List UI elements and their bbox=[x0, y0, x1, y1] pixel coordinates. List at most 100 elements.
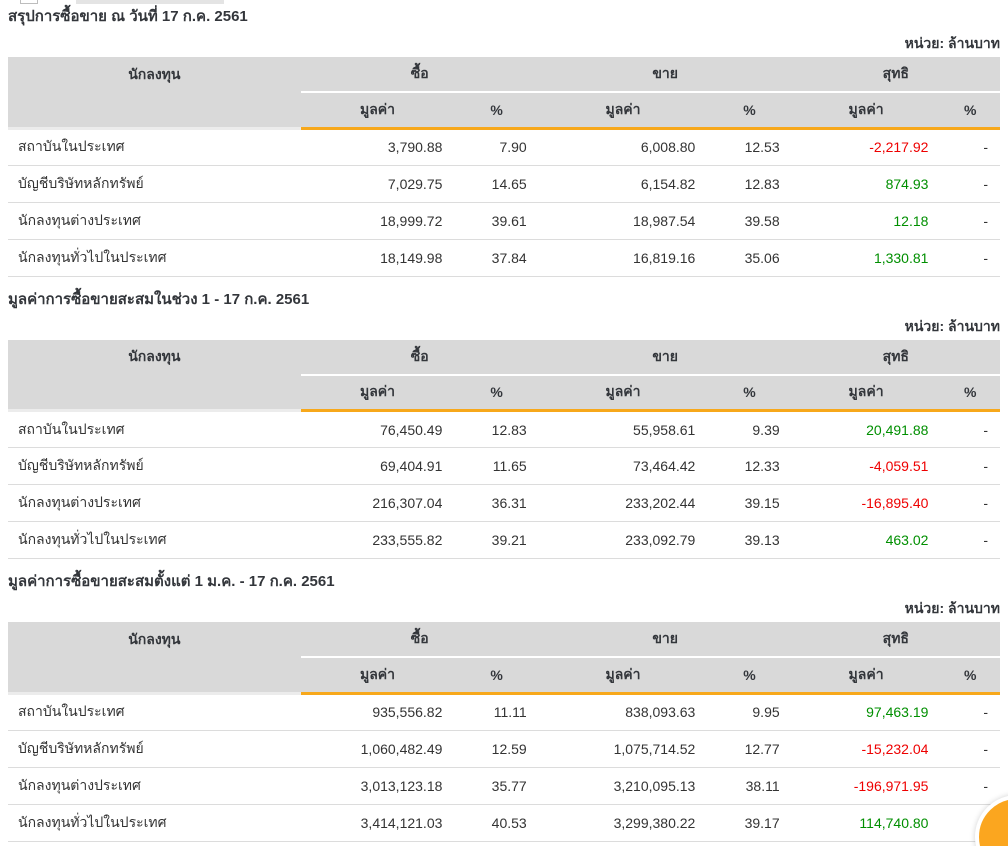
investor-name: นักลงทุนทั่วไปในประเทศ bbox=[8, 521, 301, 559]
buy-value: 3,013,123.18 bbox=[300, 767, 455, 805]
col-header-blank bbox=[8, 92, 301, 130]
col-header-sell: ขาย bbox=[538, 339, 792, 375]
buy-percent: 39.61 bbox=[454, 202, 539, 240]
col-header-net-value: มูลค่า bbox=[791, 656, 941, 695]
net-percent: - bbox=[940, 410, 1000, 448]
buy-percent: 7.90 bbox=[454, 128, 539, 166]
header-group-row: นักลงทุน ซื้อ ขาย สุทธิ bbox=[8, 622, 1000, 657]
buy-value: 216,307.04 bbox=[300, 484, 455, 522]
investor-name: บัญชีบริษัทหลักทรัพย์ bbox=[8, 730, 301, 768]
buy-percent: 37.84 bbox=[454, 239, 539, 277]
buy-percent: 12.83 bbox=[454, 410, 539, 448]
table-row: นักลงทุนต่างประเทศ 3,013,123.18 35.77 3,… bbox=[8, 767, 1000, 805]
sell-value: 73,464.42 bbox=[538, 447, 708, 485]
net-percent: - bbox=[940, 730, 1000, 768]
sell-value: 838,093.63 bbox=[538, 693, 708, 731]
buy-value: 7,029.75 bbox=[300, 165, 455, 203]
daily-summary-table: นักลงทุน ซื้อ ขาย สุทธิ มูลค่า % มูลค่า … bbox=[8, 57, 1000, 277]
sell-percent: 39.17 bbox=[707, 804, 792, 842]
table-row: นักลงทุนทั่วไปในประเทศ 3,414,121.03 40.5… bbox=[8, 804, 1000, 842]
table-row: บัญชีบริษัทหลักทรัพย์ 1,060,482.49 12.59… bbox=[8, 730, 1000, 768]
col-header-net-percent: % bbox=[940, 91, 1000, 130]
year-to-date-section: มูลค่าการซื้อขายสะสมตั้งแต่ 1 ม.ค. - 17 … bbox=[8, 559, 1000, 842]
col-header-net-percent: % bbox=[940, 373, 1000, 412]
tab-remnant bbox=[76, 0, 224, 4]
col-header-net-value: มูลค่า bbox=[791, 91, 941, 130]
col-header-investor: นักลงทุน bbox=[8, 57, 301, 92]
col-header-sell-percent: % bbox=[707, 91, 792, 130]
buy-value: 3,414,121.03 bbox=[300, 804, 455, 842]
col-header-investor: นักลงทุน bbox=[8, 339, 301, 375]
col-header-net: สุทธิ bbox=[791, 339, 1000, 375]
section-title: มูลค่าการซื้อขายสะสมตั้งแต่ 1 ม.ค. - 17 … bbox=[8, 573, 335, 590]
net-value: 114,740.80 bbox=[791, 804, 941, 842]
net-value: -16,895.40 bbox=[791, 484, 941, 522]
buy-percent: 14.65 bbox=[454, 165, 539, 203]
buy-percent: 12.59 bbox=[454, 730, 539, 768]
net-percent: - bbox=[940, 128, 1000, 166]
net-percent: - bbox=[940, 239, 1000, 277]
col-header-buy-percent: % bbox=[454, 656, 539, 695]
col-header-sell-value: มูลค่า bbox=[538, 91, 708, 130]
unit-label: หน่วย: ล้านบาท bbox=[904, 317, 1000, 334]
header-sub-row: มูลค่า % มูลค่า % มูลค่า % bbox=[8, 373, 1000, 412]
table-row: สถาบันในประเทศ 935,556.82 11.11 838,093.… bbox=[8, 693, 1000, 731]
net-percent: - bbox=[940, 767, 1000, 805]
net-percent: - bbox=[940, 521, 1000, 559]
sell-percent: 39.13 bbox=[707, 521, 792, 559]
buy-percent: 40.53 bbox=[454, 804, 539, 842]
tab-remnant bbox=[20, 0, 38, 4]
net-value: 12.18 bbox=[791, 202, 941, 240]
table-row: นักลงทุนทั่วไปในประเทศ 18,149.98 37.84 1… bbox=[8, 239, 1000, 277]
net-percent: - bbox=[940, 202, 1000, 240]
investor-name: สถาบันในประเทศ bbox=[8, 128, 301, 166]
table-row: นักลงทุนต่างประเทศ 18,999.72 39.61 18,98… bbox=[8, 202, 1000, 240]
buy-value: 233,555.82 bbox=[300, 521, 455, 559]
header-sub-row: มูลค่า % มูลค่า % มูลค่า % bbox=[8, 91, 1000, 130]
table-row: สถาบันในประเทศ 76,450.49 12.83 55,958.61… bbox=[8, 410, 1000, 448]
net-percent: - bbox=[940, 165, 1000, 203]
buy-percent: 11.11 bbox=[454, 693, 539, 731]
col-header-sell-value: มูลค่า bbox=[538, 373, 708, 412]
investor-name: นักลงทุนทั่วไปในประเทศ bbox=[8, 804, 301, 842]
col-header-net-value: มูลค่า bbox=[791, 373, 941, 412]
header-group-row: นักลงทุน ซื้อ ขาย สุทธิ bbox=[8, 57, 1000, 92]
sell-value: 233,202.44 bbox=[538, 484, 708, 522]
investor-name: นักลงทุนทั่วไปในประเทศ bbox=[8, 239, 301, 277]
sell-value: 16,819.16 bbox=[538, 239, 708, 277]
unit-label: หน่วย: ล้านบาท bbox=[904, 35, 1000, 51]
sell-percent: 35.06 bbox=[707, 239, 792, 277]
net-percent: - bbox=[940, 447, 1000, 485]
header-group-row: นักลงทุน ซื้อ ขาย สุทธิ bbox=[8, 339, 1000, 375]
col-header-investor: นักลงทุน bbox=[8, 622, 301, 657]
col-header-sell-value: มูลค่า bbox=[538, 656, 708, 695]
sell-value: 3,210,095.13 bbox=[538, 767, 708, 805]
buy-value: 76,450.49 bbox=[300, 410, 455, 448]
table-row: บัญชีบริษัทหลักทรัพย์ 7,029.75 14.65 6,1… bbox=[8, 165, 1000, 203]
investor-name: บัญชีบริษัทหลักทรัพย์ bbox=[8, 447, 301, 485]
buy-value: 69,404.91 bbox=[300, 447, 455, 485]
col-header-sell-percent: % bbox=[707, 656, 792, 695]
sell-percent: 12.33 bbox=[707, 447, 792, 485]
net-value: 97,463.19 bbox=[791, 693, 941, 731]
year-to-date-table: นักลงทุน ซื้อ ขาย สุทธิ มูลค่า % มูลค่า … bbox=[8, 622, 1000, 842]
col-header-net: สุทธิ bbox=[791, 57, 1000, 92]
sell-value: 18,987.54 bbox=[538, 202, 708, 240]
buy-percent: 36.31 bbox=[454, 484, 539, 522]
col-header-buy-value: มูลค่า bbox=[300, 91, 455, 130]
sell-percent: 12.77 bbox=[707, 730, 792, 768]
buy-value: 1,060,482.49 bbox=[300, 730, 455, 768]
sell-percent: 12.53 bbox=[707, 128, 792, 166]
buy-value: 18,149.98 bbox=[300, 239, 455, 277]
investor-name: บัญชีบริษัทหลักทรัพย์ bbox=[8, 165, 301, 203]
table-row: บัญชีบริษัทหลักทรัพย์ 69,404.91 11.65 73… bbox=[8, 447, 1000, 485]
section-title: สรุปการซื้อขาย ณ วันที่ 17 ก.ค. 2561 bbox=[8, 8, 248, 25]
investor-name: สถาบันในประเทศ bbox=[8, 693, 301, 731]
sell-percent: 12.83 bbox=[707, 165, 792, 203]
col-header-buy-percent: % bbox=[454, 91, 539, 130]
col-header-blank bbox=[8, 657, 301, 695]
col-header-buy-percent: % bbox=[454, 373, 539, 412]
net-value: 1,330.81 bbox=[791, 239, 941, 277]
col-header-buy-value: มูลค่า bbox=[300, 656, 455, 695]
